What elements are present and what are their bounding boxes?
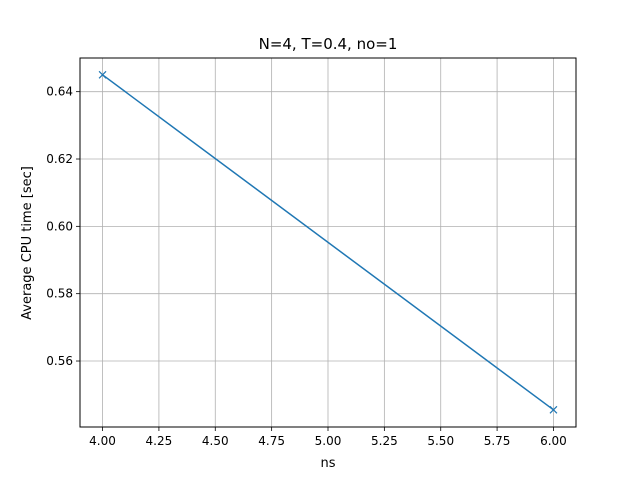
x-axis-ticks: 4.00 4.25 4.50 4.75 5.00 5.25 5.50 5.75 6.00 [89,427,567,448]
y-axis-label: Average CPU time [sec] [20,166,35,320]
y-tick-label: 0.62 [46,152,73,166]
y-tick-label: 0.58 [46,287,73,301]
y-axis-ticks: 0.56 0.58 0.60 0.62 0.64 [46,85,80,368]
data-series [98,70,558,414]
x-tick-label: 4.50 [202,434,229,448]
y-tick-label: 0.60 [46,219,73,233]
x-tick-label: 4.00 [89,434,116,448]
x-axis-label: ns [320,456,335,471]
x-tick-label: 4.25 [146,434,173,448]
y-tick-label: 0.56 [46,354,73,368]
x-tick-label: 5.75 [484,434,511,448]
data-point-marker [98,70,107,79]
x-tick-label: 5.00 [315,434,342,448]
x-tick-label: 4.75 [258,434,285,448]
y-tick-label: 0.64 [46,85,73,99]
x-tick-label: 5.50 [427,434,454,448]
data-point-marker [549,405,558,414]
chart-title: N=4, T=0.4, no=1 [259,35,398,53]
x-tick-label: 6.00 [540,434,567,448]
series-line [102,74,554,411]
x-tick-label: 5.25 [371,434,398,448]
